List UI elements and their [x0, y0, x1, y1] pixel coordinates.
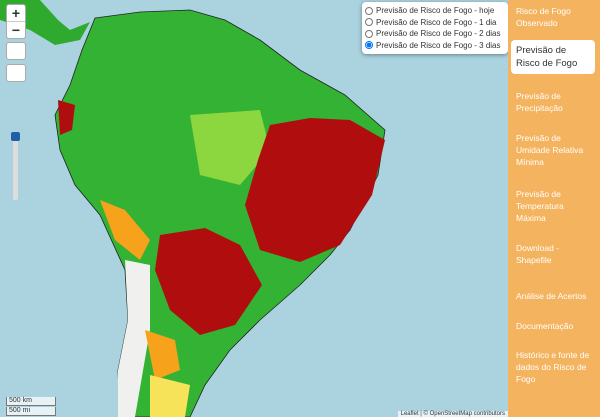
menu-item[interactable]: Histórico e fonte de dados do Risco de F… [516, 350, 590, 384]
layer-radio[interactable] [365, 41, 373, 50]
map-canvas [0, 0, 386, 417]
high-risk-north [58, 100, 75, 135]
menu-item[interactable]: Download - Shapefile [516, 243, 559, 265]
zoom-out[interactable]: − [11, 22, 21, 38]
zoom-control: + − [6, 4, 26, 39]
layer-control: Previsão de Risco de Fogo - hoje Previsão… [362, 2, 508, 54]
layer-label[interactable]: Previsão de Risco de Fogo - 1 dia [376, 17, 497, 27]
sidebar-menu: Risco de Fogo Observado Previsão de Risco… [508, 0, 600, 417]
layer-radio[interactable] [365, 18, 373, 27]
attribution: Leaflet | © OpenStreetMap contributors [397, 411, 508, 417]
map[interactable]: + − Previsão de Risco de Fogo - hoje Prev… [0, 0, 508, 417]
west-dry [118, 260, 150, 417]
scale-km: 500 km [6, 397, 56, 406]
menu-item[interactable]: Documentação [516, 321, 574, 331]
search-button[interactable] [6, 64, 26, 82]
low-risk [150, 375, 190, 417]
slider-knob[interactable] [11, 132, 20, 141]
layer-radio[interactable] [365, 29, 373, 38]
layer-label[interactable]: Previsão de Risco de Fogo - 2 dias [376, 29, 501, 39]
layer-option[interactable]: Previsão de Risco de Fogo - hoje [364, 5, 506, 17]
zoom-in[interactable]: + [7, 5, 25, 22]
menu-item[interactable]: Previsão de Precipitação [516, 91, 563, 113]
menu-item[interactable]: Risco de Fogo Observado [516, 6, 571, 28]
layer-option[interactable]: Previsão de Risco de Fogo - 3 dias [364, 40, 506, 52]
layer-radio[interactable] [365, 6, 373, 15]
fullscreen-button[interactable] [6, 42, 26, 60]
menu-item[interactable]: Previsão de Temperatura Máxima [516, 189, 564, 223]
scale-mi: 500 mi [6, 407, 56, 416]
layer-label[interactable]: Previsão de Risco de Fogo - hoje [376, 6, 495, 16]
opacity-slider[interactable] [11, 132, 20, 200]
menu-item[interactable]: Previsão de Umidade Relativa Mínima [516, 133, 584, 167]
light-green [190, 110, 270, 185]
layer-label[interactable]: Previsão de Risco de Fogo - 3 dias [376, 40, 501, 50]
layer-option[interactable]: Previsão de Risco de Fogo - 2 dias [364, 28, 506, 40]
menu-item[interactable]: Análise de Acertos [516, 291, 587, 301]
high-risk-center [155, 228, 262, 335]
layer-option[interactable]: Previsão de Risco de Fogo - 1 dia [364, 17, 506, 29]
menu-item[interactable]: Previsão de Risco de Fogo [511, 40, 595, 74]
medium-risk [100, 200, 180, 380]
high-risk-east [245, 118, 385, 262]
